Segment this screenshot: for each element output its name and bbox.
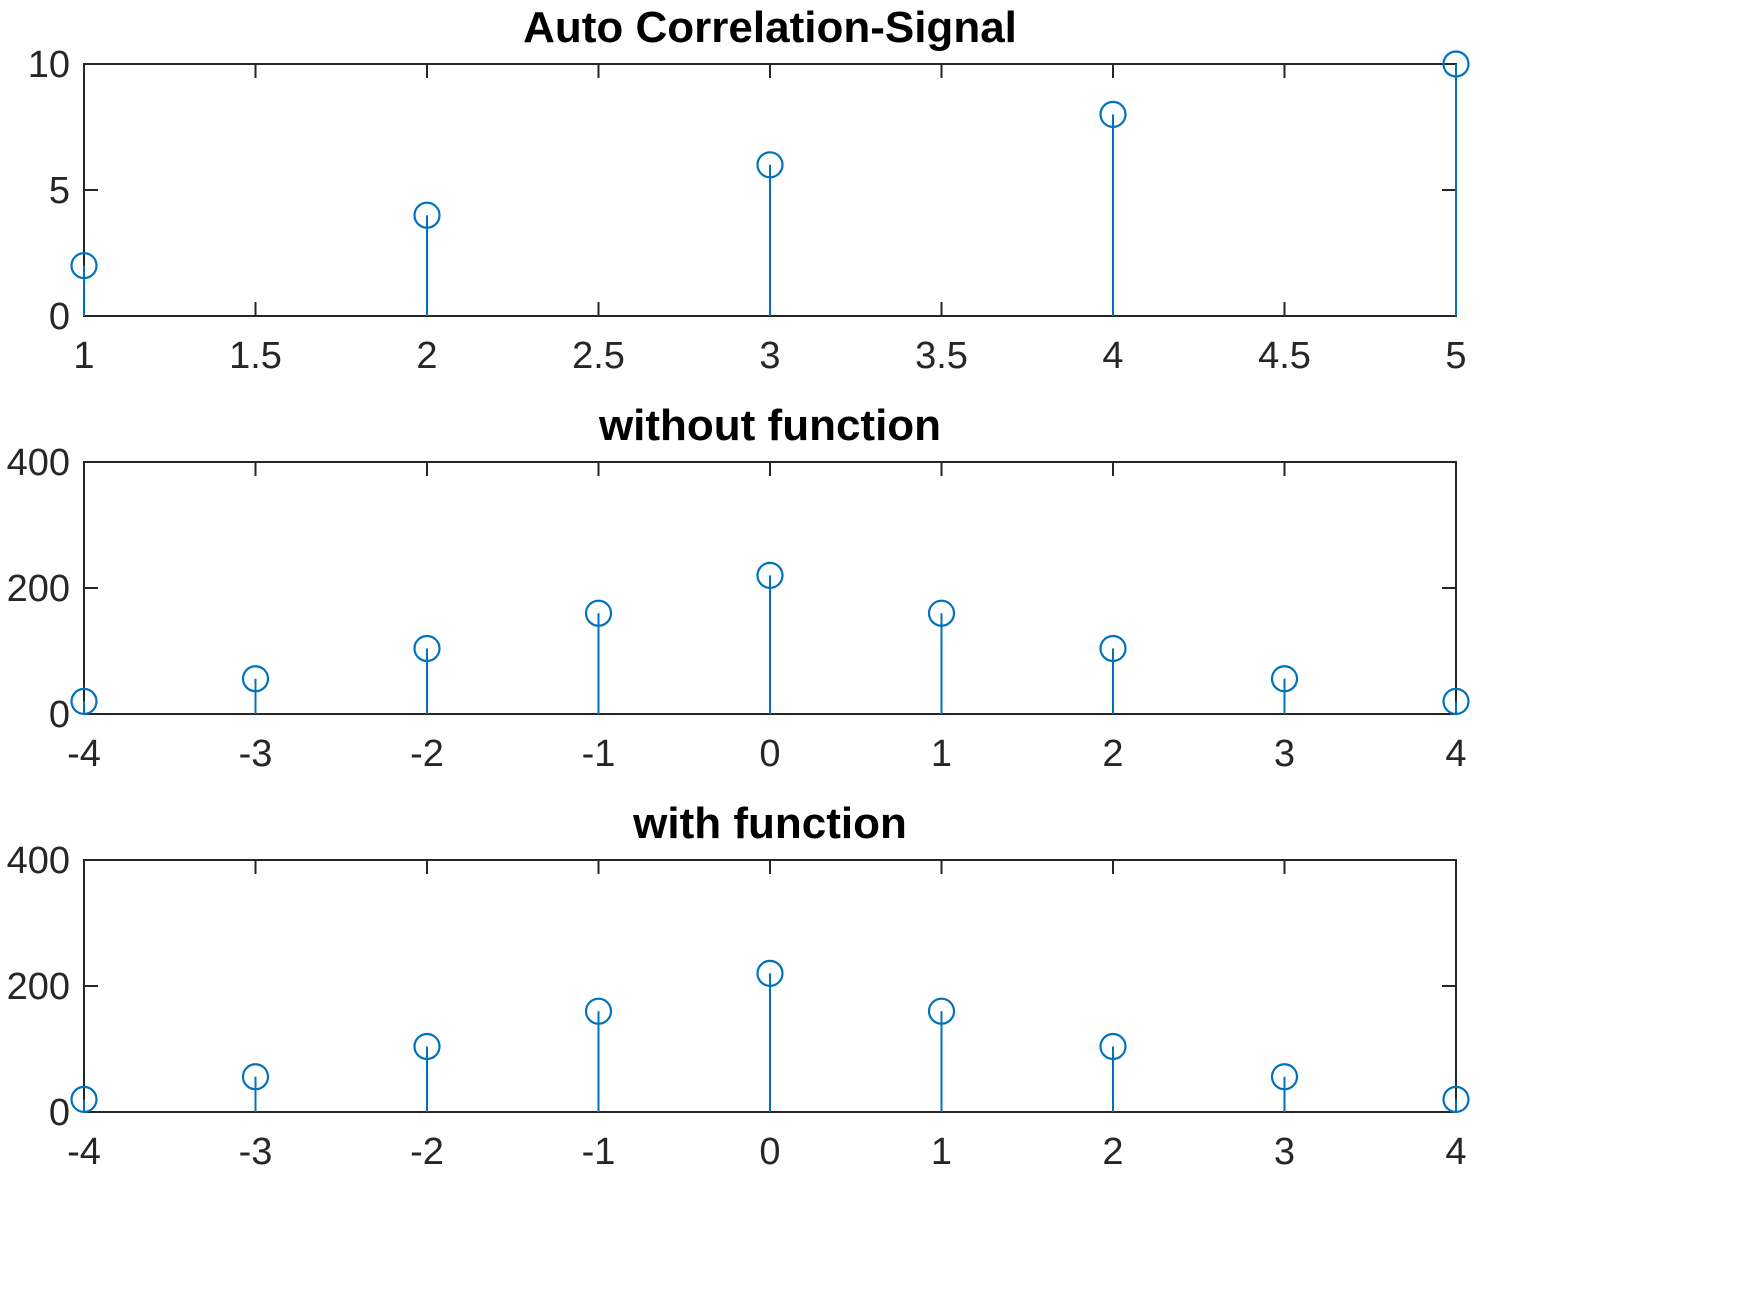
stem-marker bbox=[413, 634, 441, 663]
y-tick-label: 400 bbox=[7, 442, 70, 484]
x-tick-label: 1 bbox=[931, 1131, 952, 1173]
subplot-auto-correlation: Auto Correlation-Signal 1 1.5 2 2.5 3 3.5 4 4.5… bbox=[28, 3, 1470, 377]
x-tick-label: 4 bbox=[1445, 1131, 1466, 1173]
stem-marker bbox=[241, 1063, 270, 1091]
stem-marker bbox=[927, 997, 956, 1025]
stem-marker bbox=[1442, 687, 1470, 716]
stem-marker bbox=[1442, 1085, 1470, 1114]
subplot-with-function: with function -4 -3 -2 -1 0 1 2 3 4 0 200 400 bbox=[7, 799, 1470, 1173]
x-tick-label: 3 bbox=[759, 335, 780, 377]
stem-marker bbox=[584, 599, 613, 627]
x-tick-label: 0 bbox=[759, 1131, 780, 1173]
x-tick-label: 5 bbox=[1445, 335, 1466, 377]
x-tick-label: -4 bbox=[67, 733, 101, 775]
stem-marker bbox=[756, 561, 784, 590]
x-tick-label: 1 bbox=[73, 335, 94, 377]
stem-marker bbox=[241, 665, 270, 693]
stem-marker bbox=[927, 599, 956, 627]
chart-title: without function bbox=[598, 401, 941, 450]
stem-marker bbox=[1270, 1063, 1299, 1091]
subplot-without-function: without function -4 -3 -2 -1 0 1 2 3 4 0 200 400 bbox=[7, 401, 1470, 775]
stem-marker bbox=[1442, 50, 1470, 78]
x-tick-label: -1 bbox=[582, 733, 616, 775]
y-tick-label: 0 bbox=[49, 296, 70, 338]
stem-marker bbox=[1270, 665, 1299, 693]
x-tick-label: 3.5 bbox=[915, 335, 968, 377]
stem-marker bbox=[584, 997, 613, 1025]
x-tick-label: 4 bbox=[1445, 733, 1466, 775]
stem-marker bbox=[413, 1032, 441, 1061]
stem-marker bbox=[70, 1085, 98, 1114]
x-tick-label: 2 bbox=[416, 335, 437, 377]
stem-marker bbox=[70, 252, 98, 280]
chart-title: Auto Correlation-Signal bbox=[523, 3, 1017, 52]
y-tick-label: 200 bbox=[7, 568, 70, 610]
y-tick-label: 10 bbox=[28, 44, 70, 86]
x-tick-label: -1 bbox=[582, 1131, 616, 1173]
x-tick-label: 3 bbox=[1274, 1131, 1295, 1173]
x-tick-label: 3 bbox=[1274, 733, 1295, 775]
x-tick-label: 2 bbox=[1102, 733, 1123, 775]
stem-marker bbox=[70, 687, 98, 716]
y-tick-label: 200 bbox=[7, 966, 70, 1008]
x-tick-label: 1 bbox=[931, 733, 952, 775]
x-tick-label: 4.5 bbox=[1258, 335, 1311, 377]
stem-marker bbox=[756, 959, 784, 988]
y-tick-label: 0 bbox=[49, 694, 70, 736]
stem-marker bbox=[1099, 100, 1127, 129]
y-tick-label: 5 bbox=[49, 170, 70, 212]
x-tick-label: -2 bbox=[410, 733, 444, 775]
x-tick-label: 1.5 bbox=[229, 335, 282, 377]
y-tick-label: 0 bbox=[49, 1092, 70, 1134]
x-tick-label: -3 bbox=[239, 733, 273, 775]
y-tick-label: 400 bbox=[7, 840, 70, 882]
x-tick-label: 4 bbox=[1102, 335, 1123, 377]
stem-marker bbox=[413, 201, 441, 229]
stem-marker bbox=[756, 151, 784, 179]
x-tick-label: -4 bbox=[67, 1131, 101, 1173]
stem-marker bbox=[1099, 1032, 1127, 1061]
x-tick-label: 2 bbox=[1102, 1131, 1123, 1173]
x-tick-label: 0 bbox=[759, 733, 780, 775]
chart-title: with function bbox=[632, 799, 907, 848]
stem-marker bbox=[1099, 634, 1127, 663]
x-tick-label: -3 bbox=[239, 1131, 273, 1173]
x-tick-label: -2 bbox=[410, 1131, 444, 1173]
x-tick-label: 2.5 bbox=[572, 335, 625, 377]
